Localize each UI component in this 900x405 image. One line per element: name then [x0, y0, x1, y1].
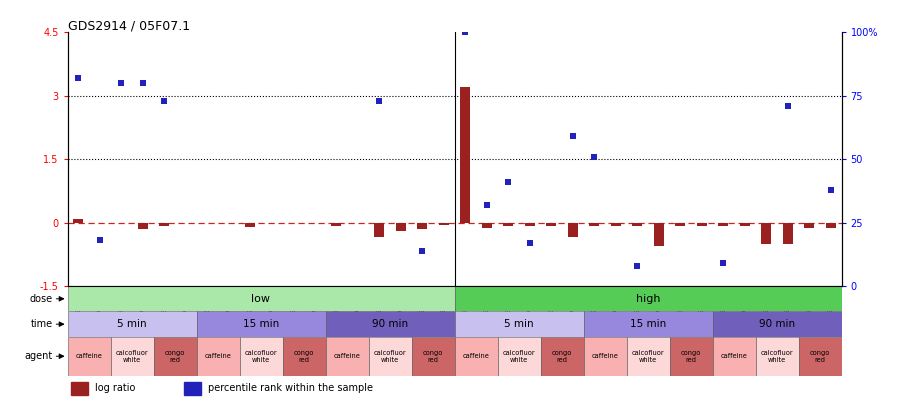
Text: low: low — [251, 294, 271, 304]
Bar — [283, 337, 326, 375]
Text: calcofluor
white: calcofluor white — [245, 350, 277, 363]
Bar — [331, 223, 341, 226]
Bar — [761, 223, 771, 244]
Bar — [68, 337, 111, 375]
Bar — [74, 219, 83, 223]
Text: dose: dose — [30, 294, 52, 304]
Bar — [626, 337, 670, 375]
Bar — [184, 382, 201, 394]
Text: caffeine: caffeine — [204, 353, 231, 359]
Bar — [439, 223, 448, 225]
Text: congo
red: congo red — [680, 350, 701, 363]
Bar — [326, 311, 454, 337]
Bar — [590, 223, 599, 226]
Bar — [374, 223, 384, 237]
Text: 90 min: 90 min — [372, 319, 408, 329]
Text: calcofluor
white: calcofluor white — [503, 350, 536, 363]
Text: calcofluor
white: calcofluor white — [760, 350, 793, 363]
Text: caffeine: caffeine — [463, 353, 490, 359]
Text: calcofluor
white: calcofluor white — [116, 350, 148, 363]
Bar — [713, 311, 842, 337]
Text: caffeine: caffeine — [721, 353, 747, 359]
Bar — [783, 223, 793, 244]
Bar — [583, 337, 626, 375]
Bar — [196, 311, 326, 337]
Bar — [111, 337, 154, 375]
Bar — [138, 223, 148, 229]
Text: calcofluor
white: calcofluor white — [374, 350, 406, 363]
Bar — [826, 223, 835, 228]
Bar — [525, 223, 535, 226]
Bar — [568, 223, 578, 237]
Bar — [498, 337, 541, 375]
Text: high: high — [635, 294, 661, 304]
Bar — [68, 311, 196, 337]
Bar — [368, 337, 411, 375]
Bar — [454, 311, 583, 337]
Bar — [697, 223, 706, 226]
Text: 5 min: 5 min — [504, 319, 534, 329]
Text: 15 min: 15 min — [243, 319, 279, 329]
Bar — [411, 337, 454, 375]
Bar — [454, 337, 498, 375]
Text: caffeine: caffeine — [76, 353, 103, 359]
Text: congo
red: congo red — [810, 350, 830, 363]
Text: 90 min: 90 min — [759, 319, 795, 329]
Bar — [68, 286, 454, 311]
Text: time: time — [31, 319, 52, 329]
Bar — [675, 223, 685, 226]
Text: calcofluor
white: calcofluor white — [632, 350, 664, 363]
Bar — [546, 223, 556, 226]
Text: congo
red: congo red — [552, 350, 572, 363]
Text: caffeine: caffeine — [591, 353, 618, 359]
Bar — [454, 286, 842, 311]
Text: 15 min: 15 min — [630, 319, 666, 329]
Text: caffeine: caffeine — [334, 353, 360, 359]
Bar — [482, 223, 491, 228]
Text: GDS2914 / 05F07.1: GDS2914 / 05F07.1 — [68, 19, 190, 32]
Bar — [611, 223, 621, 226]
Bar — [71, 382, 88, 394]
Bar — [159, 223, 169, 226]
Bar — [418, 223, 428, 229]
Bar — [633, 223, 642, 226]
Bar — [461, 87, 470, 223]
Text: congo
red: congo red — [293, 350, 314, 363]
Bar — [541, 337, 583, 375]
Bar — [718, 223, 728, 226]
Text: agent: agent — [24, 351, 52, 361]
Bar — [326, 337, 368, 375]
Text: log ratio: log ratio — [94, 383, 135, 393]
Bar — [798, 337, 842, 375]
Bar — [740, 223, 750, 226]
Bar — [713, 337, 755, 375]
Bar — [396, 223, 406, 231]
Bar — [755, 337, 798, 375]
Text: percentile rank within the sample: percentile rank within the sample — [209, 383, 374, 393]
Bar — [654, 223, 663, 246]
Bar — [154, 337, 196, 375]
Bar — [670, 337, 713, 375]
Bar — [503, 223, 513, 226]
Text: congo
red: congo red — [165, 350, 185, 363]
Bar — [805, 223, 814, 228]
Bar — [246, 223, 255, 227]
Bar — [583, 311, 713, 337]
Bar — [196, 337, 239, 375]
Text: congo
red: congo red — [423, 350, 443, 363]
Text: 5 min: 5 min — [117, 319, 147, 329]
Bar — [239, 337, 283, 375]
